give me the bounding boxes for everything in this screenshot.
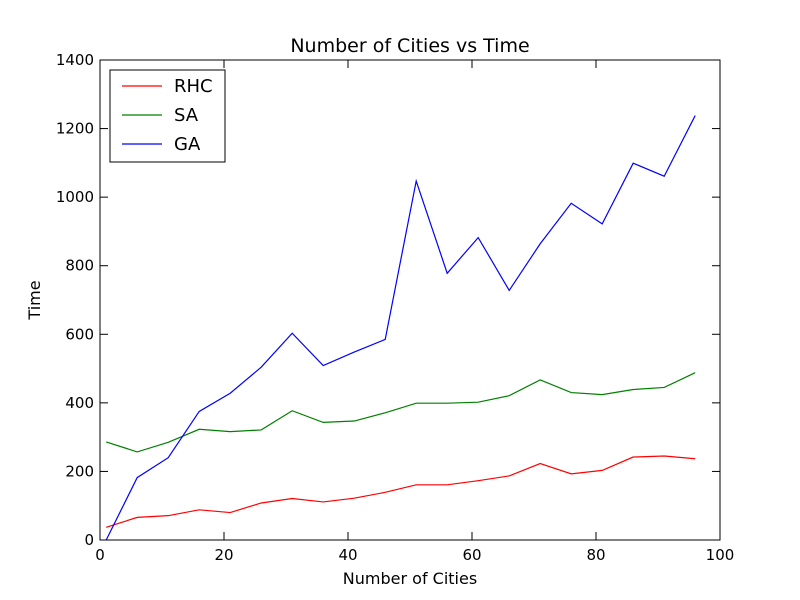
legend-item-ga: GA xyxy=(122,134,201,155)
series-line-rhc xyxy=(106,455,696,528)
y-axis-label: Time xyxy=(25,280,44,320)
x-tick-label: 60 xyxy=(462,546,481,564)
series-line-sa xyxy=(106,372,696,453)
chart-title: Number of Cities vs Time xyxy=(290,35,529,57)
legend-label: SA xyxy=(174,105,199,126)
x-tick-label: 40 xyxy=(338,546,357,564)
x-tick-label: 100 xyxy=(706,546,735,564)
x-tick-label: 20 xyxy=(214,546,233,564)
x-axis-label: Number of Cities xyxy=(343,569,477,588)
series-line-ga xyxy=(105,115,696,541)
legend-label: RHC xyxy=(174,76,213,97)
plot-frame xyxy=(99,59,721,541)
legend-frame xyxy=(109,69,226,163)
y-tick-label: 1000 xyxy=(56,188,94,206)
series-layer xyxy=(105,115,696,541)
legend-item-sa: SA xyxy=(122,105,199,126)
y-tick-label: 600 xyxy=(65,325,94,343)
legend: RHC SA GA xyxy=(109,69,226,163)
legend-label: GA xyxy=(174,134,201,155)
y-tick-label: 800 xyxy=(65,257,94,275)
x-tick-label: 80 xyxy=(586,546,605,564)
y-tick-label: 1200 xyxy=(56,120,94,138)
x-tick-label: 0 xyxy=(95,546,105,564)
y-tick-label: 0 xyxy=(84,531,94,549)
y-tick-label: 1400 xyxy=(56,51,94,69)
y-tick-label: 200 xyxy=(65,462,94,480)
legend-item-rhc: RHC xyxy=(122,76,213,97)
y-tick-label: 400 xyxy=(65,394,94,412)
